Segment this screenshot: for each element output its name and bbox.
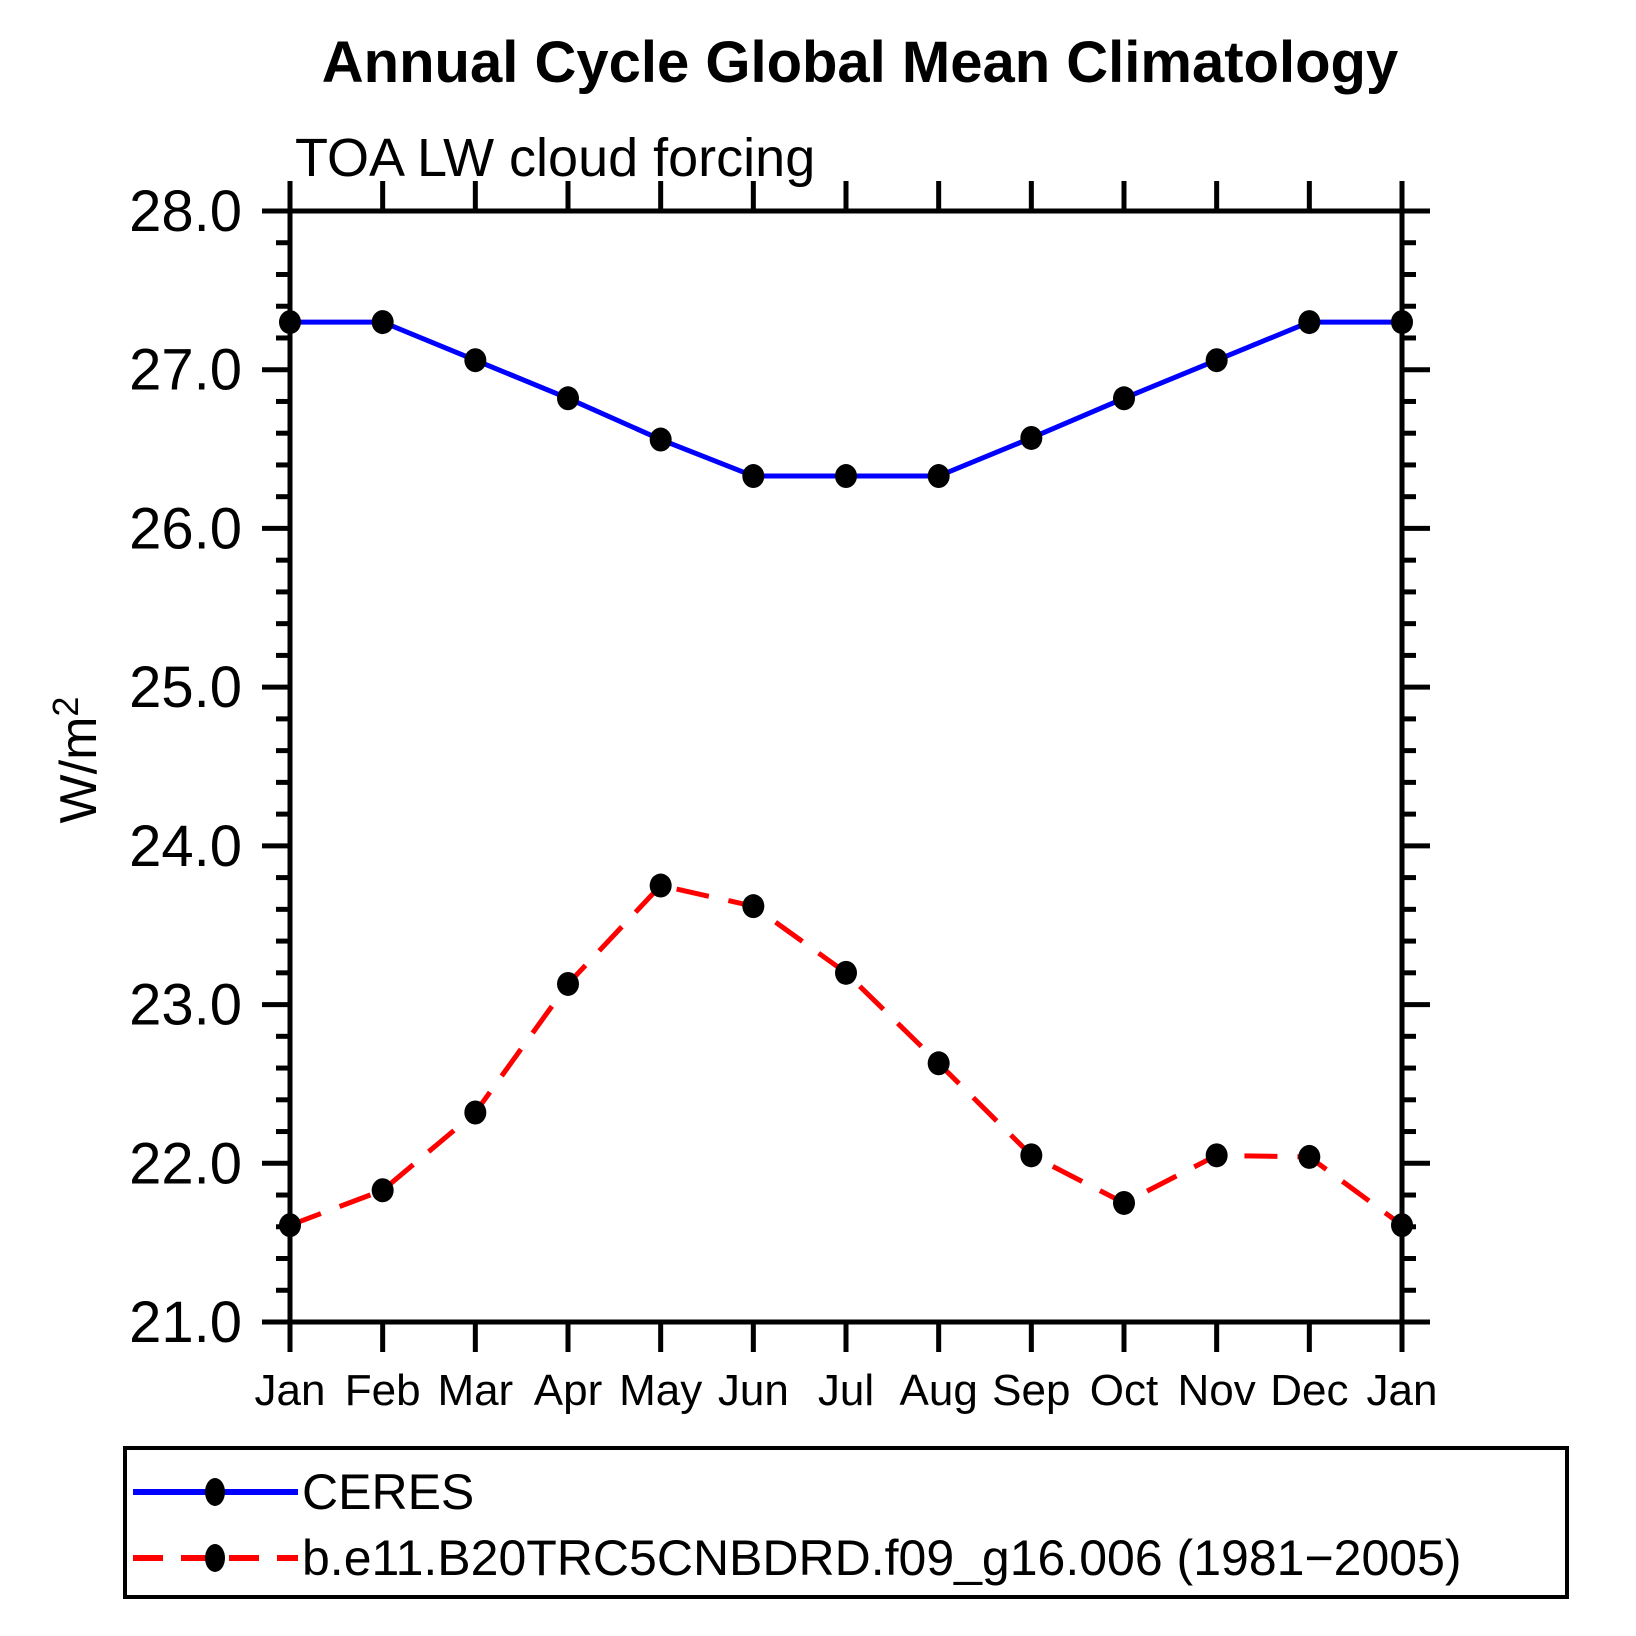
y-axis-label: W/m2	[45, 697, 108, 824]
y-tick-label: 27.0	[129, 338, 242, 403]
data-point-marker	[1020, 1143, 1043, 1168]
series-line-model	[289, 882, 1404, 1228]
x-tick-label: May	[619, 1366, 702, 1415]
x-tick-label: Jun	[718, 1366, 789, 1415]
data-point-marker	[742, 894, 765, 919]
x-tick-label: Apr	[534, 1366, 602, 1415]
x-tick-label: Feb	[345, 1366, 421, 1415]
legend-marker-model	[205, 1544, 225, 1572]
axes-layer	[262, 181, 1430, 1352]
legend-box	[123, 1446, 1569, 1599]
y-axis-label-base: W/m	[50, 717, 108, 824]
data-point-marker	[1113, 386, 1135, 411]
y-tick-label: 26.0	[129, 496, 242, 561]
y-tick-label: 22.0	[129, 1131, 242, 1196]
data-point-marker	[1020, 425, 1043, 450]
data-point-marker	[371, 310, 394, 335]
data-point-marker	[1205, 1143, 1228, 1168]
data-point-marker	[1205, 348, 1228, 373]
data-point-marker	[1113, 1190, 1135, 1215]
legend-marker-ceres	[205, 1478, 225, 1506]
data-point-marker	[1298, 310, 1321, 335]
y-tick-label: 28.0	[129, 179, 242, 244]
y-tick-label: 25.0	[129, 655, 242, 720]
data-point-marker	[1298, 1144, 1321, 1169]
data-point-marker	[835, 960, 857, 985]
legend-label-model: b.e11.B20TRC5CNBDRD.f09_g16.006 (1981−20…	[302, 1530, 1462, 1586]
y-tick-labels-layer: 21.0 22.0 23.0 24.0 25.0 26.0 27.0 28.0	[129, 179, 242, 1355]
data-point-marker	[557, 386, 579, 411]
y-tick-label: 21.0	[129, 1290, 242, 1355]
data-point-marker	[464, 348, 487, 373]
x-tick-label: Mar	[437, 1366, 513, 1415]
data-point-marker	[649, 427, 672, 452]
data-point-marker	[464, 1100, 487, 1125]
data-point-marker	[927, 464, 950, 489]
x-tick-label: Dec	[1270, 1366, 1348, 1415]
y-tick-label: 23.0	[129, 973, 242, 1038]
series-line-ceres	[290, 319, 1402, 479]
x-tick-label: Oct	[1090, 1366, 1158, 1415]
data-point-marker	[742, 464, 765, 489]
x-tick-label: Jan	[255, 1366, 326, 1415]
y-tick-label: 24.0	[129, 814, 242, 879]
plot-border	[287, 208, 1405, 1325]
data-point-marker	[927, 1051, 950, 1076]
legend: CERES b.e11.B20TRC5CNBDRD.f09_g16.006 (1…	[123, 1446, 1569, 1599]
x-tick-label: Sep	[992, 1366, 1070, 1415]
data-point-marker	[649, 873, 672, 898]
x-tick-label: Jul	[818, 1366, 874, 1415]
x-tick-labels-layer: Jan Feb Mar Apr May Jun Jul Aug Sep Oct Nov Dec Jan	[255, 1366, 1438, 1415]
data-point-marker	[835, 464, 857, 489]
data-point-marker	[557, 971, 579, 996]
data-point-marker	[371, 1178, 394, 1203]
data-point-marker	[1391, 310, 1413, 335]
x-tick-label: Jan	[1367, 1366, 1438, 1415]
x-tick-label: Aug	[900, 1366, 978, 1415]
data-point-marker	[1391, 1213, 1413, 1238]
data-point-marker	[279, 310, 301, 335]
chart-subtitle: TOA LW cloud forcing	[295, 128, 815, 188]
chart-title: Annual Cycle Global Mean Climatology	[322, 30, 1398, 95]
series-layer	[279, 310, 1413, 1238]
legend-label-ceres: CERES	[302, 1464, 474, 1520]
y-axis-label-exponent: 2	[45, 697, 86, 717]
x-tick-label: Nov	[1178, 1366, 1256, 1415]
data-point-marker	[279, 1213, 301, 1238]
